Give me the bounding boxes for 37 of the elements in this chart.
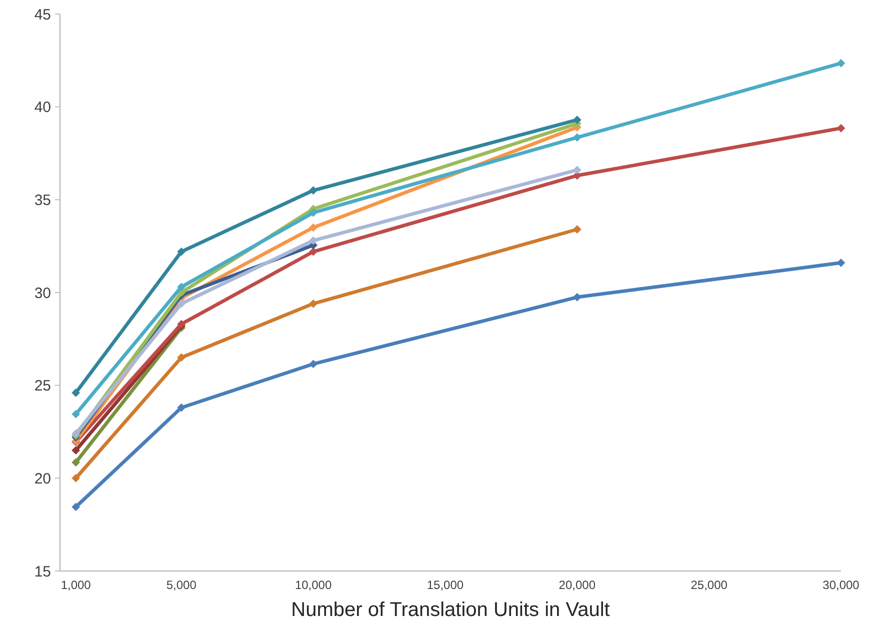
y-tick-label: 20 xyxy=(34,470,51,488)
point xyxy=(177,247,186,256)
point xyxy=(177,403,186,412)
x-tick-label: 1,000 xyxy=(60,578,92,592)
point xyxy=(72,446,80,455)
x-tick-label: 30,000 xyxy=(822,578,860,592)
y-tick-label: 15 xyxy=(34,563,51,580)
x-tick-label: 5,000 xyxy=(166,578,197,592)
y-tick-label: 45 xyxy=(34,6,51,24)
point xyxy=(309,360,318,368)
point xyxy=(309,186,318,195)
point xyxy=(572,225,582,234)
x-axis-title: Number of Translation Units in Vault xyxy=(291,599,610,621)
point xyxy=(177,353,186,362)
point xyxy=(177,299,186,308)
y-tick-label: 25 xyxy=(34,378,51,395)
x-tick-label: 15,000 xyxy=(426,578,464,592)
point xyxy=(72,458,80,467)
x-tick-label: 10,000 xyxy=(294,578,332,592)
y-tick-label: 35 xyxy=(34,192,51,209)
point xyxy=(572,133,582,142)
point xyxy=(309,223,318,232)
point xyxy=(72,388,80,397)
point xyxy=(309,299,318,308)
point xyxy=(309,236,318,245)
point xyxy=(177,282,186,292)
point xyxy=(836,59,846,68)
point xyxy=(72,410,80,418)
point xyxy=(309,247,318,256)
y-tick-label: 40 xyxy=(34,99,51,116)
point xyxy=(309,208,318,217)
point xyxy=(572,116,582,124)
x-tick-label: 25,000 xyxy=(690,578,728,592)
x-tick-label: 20,000 xyxy=(558,578,596,592)
y-tick-label: 30 xyxy=(34,284,51,302)
point xyxy=(72,502,80,512)
point xyxy=(72,474,80,482)
